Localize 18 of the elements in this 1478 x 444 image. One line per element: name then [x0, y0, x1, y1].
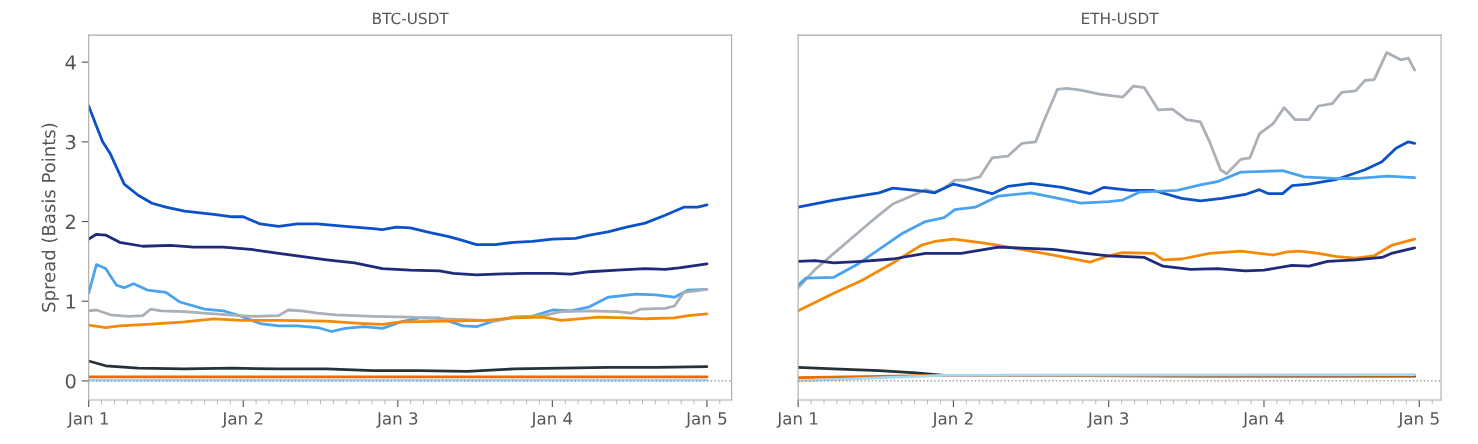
- x-tick-label: Jan 3: [376, 412, 418, 428]
- y-axis-title: Spread (Basis Points): [41, 123, 59, 312]
- x-tick-label: Jan 2: [931, 412, 973, 428]
- chart-title: BTC-USDT: [373, 12, 449, 25]
- y-tick-label: 1: [66, 294, 76, 309]
- x-tick-label: Jan 2: [221, 412, 263, 428]
- x-tick-label: Jan 5: [1397, 412, 1439, 428]
- x-tick-label: Jan 3: [1087, 412, 1129, 428]
- x-tick-label: Jan 5: [685, 412, 727, 428]
- x-tick-label: Jan 4: [1242, 412, 1284, 428]
- x-tick-label: Jan 1: [67, 412, 108, 428]
- y-tick-label: 0: [65, 373, 76, 389]
- x-tick-label: Jan 1: [776, 412, 818, 428]
- chart-title: ETH-USDT: [1082, 12, 1159, 25]
- x-tick-label: Jan 4: [530, 412, 573, 428]
- y-tick-label: 4: [65, 55, 76, 70]
- y-tick-label: 3: [65, 134, 76, 150]
- y-tick-label: 2: [65, 214, 75, 229]
